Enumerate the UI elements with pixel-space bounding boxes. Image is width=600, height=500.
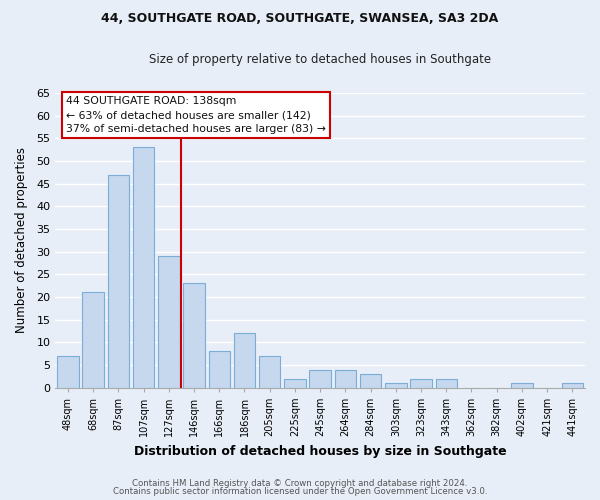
Bar <box>410 378 432 388</box>
Bar <box>234 334 255 388</box>
Y-axis label: Number of detached properties: Number of detached properties <box>15 148 28 334</box>
Text: 44 SOUTHGATE ROAD: 138sqm
← 63% of detached houses are smaller (142)
37% of semi: 44 SOUTHGATE ROAD: 138sqm ← 63% of detac… <box>66 96 326 134</box>
Bar <box>209 352 230 388</box>
Text: Contains public sector information licensed under the Open Government Licence v3: Contains public sector information licen… <box>113 487 487 496</box>
Bar <box>184 284 205 388</box>
Bar <box>259 356 280 388</box>
Bar <box>133 148 154 388</box>
Bar <box>158 256 179 388</box>
X-axis label: Distribution of detached houses by size in Southgate: Distribution of detached houses by size … <box>134 444 506 458</box>
Bar <box>385 383 407 388</box>
Bar <box>335 370 356 388</box>
Bar <box>310 370 331 388</box>
Text: Contains HM Land Registry data © Crown copyright and database right 2024.: Contains HM Land Registry data © Crown c… <box>132 478 468 488</box>
Bar <box>436 378 457 388</box>
Bar <box>511 383 533 388</box>
Bar <box>107 174 129 388</box>
Bar <box>360 374 382 388</box>
Bar <box>57 356 79 388</box>
Bar <box>562 383 583 388</box>
Title: Size of property relative to detached houses in Southgate: Size of property relative to detached ho… <box>149 52 491 66</box>
Bar <box>82 292 104 388</box>
Bar <box>284 378 305 388</box>
Text: 44, SOUTHGATE ROAD, SOUTHGATE, SWANSEA, SA3 2DA: 44, SOUTHGATE ROAD, SOUTHGATE, SWANSEA, … <box>101 12 499 26</box>
